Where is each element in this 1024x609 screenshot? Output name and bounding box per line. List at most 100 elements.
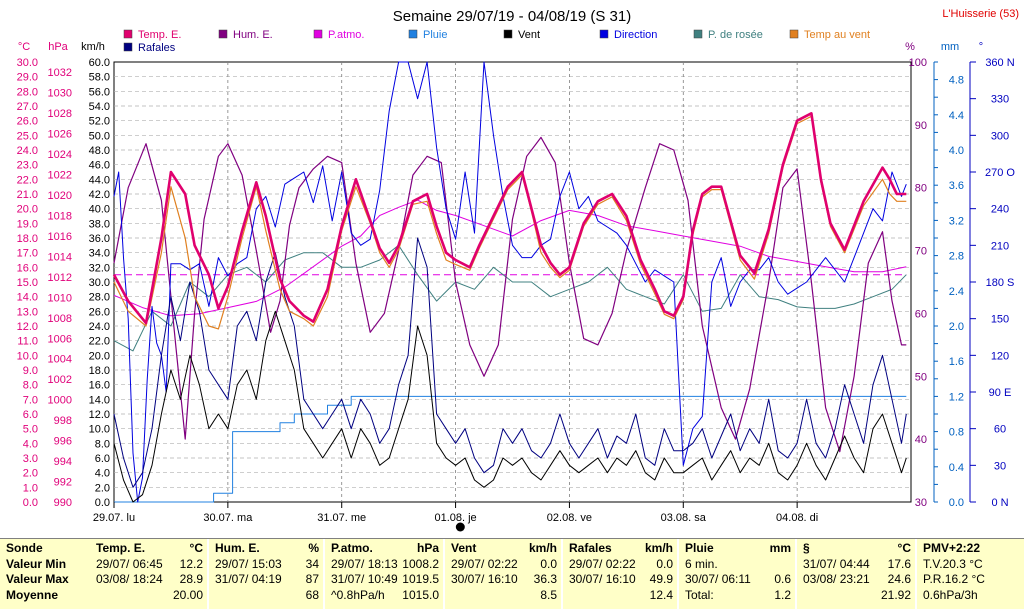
stats-cell-value: 21.92 [880, 587, 911, 602]
rain-tick-label: 0.8 [949, 427, 964, 439]
stats-col-header: PMV+2:22 [923, 541, 1020, 557]
pressure-tick-label: 1012 [48, 272, 72, 284]
rain-tick-label: 1.2 [949, 391, 964, 403]
direction-tick-label: 60 [994, 424, 1006, 436]
series-line-rafales [113, 237, 907, 488]
stats-cell-value: 1.2 [774, 587, 791, 602]
stats-cell-value: 1019.5 [402, 572, 439, 586]
stats-col-title: P.atmo. [331, 541, 373, 555]
x-tick-label: 03.08. sa [661, 512, 707, 524]
legend-swatch [503, 29, 513, 39]
pressure-tick-label: 1006 [48, 333, 72, 345]
wind-tick-label: 24.0 [89, 321, 110, 333]
direction-tick-label: 90 E [989, 387, 1012, 399]
legend-label: Temp. E. [138, 29, 181, 41]
temp-tick-label: 4.0 [23, 438, 38, 450]
stats-cell-value: 0.0 [656, 556, 673, 571]
temp-tick-label: 12.0 [17, 321, 38, 333]
direction-tick-label: 240 [991, 204, 1009, 216]
stats-col-header: Vent km/h [451, 541, 557, 557]
temp-tick-label: 17.0 [17, 248, 38, 260]
pressure-tick-label: 1032 [48, 67, 72, 79]
stats-row: 03/08/ 23:21 24.6 [803, 572, 911, 588]
wind-tick-label: 6.0 [95, 453, 110, 465]
temp-tick-label: 19.0 [17, 218, 38, 230]
legend: Temp. E. Hum. E. P.atmo. Pluie Vent Direction… [123, 29, 870, 54]
stats-cell-time: 30/07/ 16:10 [451, 572, 518, 586]
temp-tick-label: 20.0 [17, 204, 38, 216]
stats-cell-time: 29/07/ 18:13 [331, 556, 398, 571]
stats-row: 29/07/ 02:22 0.0 [451, 557, 557, 573]
stats-col: § °C 31/07/ 04:44 17.6 03/08/ 23:21 24.6 21.92 [795, 539, 915, 609]
temp-tick-label: 27.0 [17, 101, 38, 113]
legend-label: Hum. E. [233, 29, 273, 41]
temp-unit-label: °C [18, 41, 30, 53]
stats-cell-value: 68 [305, 587, 319, 602]
series-group [112, 61, 907, 503]
wind-tick-label: 22.0 [89, 336, 110, 348]
direction-tick-label: 330 [991, 94, 1009, 106]
direction-tick-label: 150 [991, 314, 1009, 326]
stats-col: Temp. E. °C 29/07/ 06:45 12.2 03/08/ 18:24 28… [90, 539, 207, 609]
x-tick-label: 31.07. me [317, 512, 366, 524]
legend-swatch [123, 42, 133, 52]
stats-row: 31/07/ 04:44 17.6 [803, 557, 911, 573]
direction-tick-label: 180 S [986, 277, 1015, 289]
x-tick-label: 01.08. je [434, 512, 476, 524]
stats-row: 29/07/ 18:13 1008.2 [331, 557, 439, 573]
stats-col-unit: °C [897, 541, 911, 555]
stats-col: Vent km/h 29/07/ 02:22 0.0 30/07/ 16:10 36.3 8… [443, 539, 561, 609]
wind-tick-label: 38.0 [89, 218, 110, 230]
stats-label-mean: Moyenne [6, 587, 59, 602]
legend-label: Rafales [138, 42, 176, 54]
stats-cell-time: 0.6hPa/3h [923, 587, 978, 602]
rain-unit-label: mm [941, 41, 959, 53]
stats-col-unit: °C [189, 541, 203, 555]
stats-col: P.atmo. hPa 29/07/ 18:13 1008.2 31/07/ 10:49… [323, 539, 443, 609]
humidity-tick-label: 50 [915, 371, 927, 383]
stats-row: 21.92 [803, 588, 911, 604]
stats-row: 12.4 [569, 588, 673, 604]
series-line-vent [113, 310, 907, 503]
wind-tick-label: 60.0 [89, 57, 110, 69]
stats-col-title: § [803, 541, 810, 555]
stats-row: 8.5 [451, 588, 557, 604]
stats-col-unit: km/h [644, 541, 673, 555]
temp-tick-label: 0.0 [23, 497, 38, 509]
pressure-tick-label: 994 [54, 456, 72, 468]
rain-tick-label: 0.0 [949, 497, 964, 509]
pressure-tick-label: 1020 [48, 190, 72, 202]
stats-label-max: Valeur Max [6, 572, 69, 586]
stats-row: 29/07/ 15:03 34 [215, 557, 319, 573]
pressure-tick-label: 1022 [48, 170, 72, 182]
rain-tick-label: 4.4 [949, 110, 964, 122]
stats-row: T.V.20.3 °C [923, 557, 1020, 573]
stats-row: 29/07/ 02:22 0.0 [569, 557, 673, 573]
temp-tick-label: 9.0 [23, 365, 38, 377]
humidity-tick-label: 30 [915, 497, 927, 509]
legend-label: P.atmo. [328, 29, 365, 41]
pressure-tick-label: 1014 [48, 251, 72, 263]
stats-cell-value: 36.3 [533, 572, 557, 586]
series-line-direction [113, 61, 907, 503]
legend-swatch [789, 29, 799, 39]
stats-cell-value: 1015.0 [402, 587, 439, 602]
stats-cell-time: 29/07/ 15:03 [215, 556, 282, 571]
x-tick-label: 30.07. ma [203, 512, 253, 524]
stats-cell-time: 29/07/ 02:22 [569, 556, 636, 571]
pressure-tick-label: 990 [54, 497, 72, 509]
temp-tick-label: 23.0 [17, 160, 38, 172]
wind-tick-label: 4.0 [95, 468, 110, 480]
temp-tick-label: 6.0 [23, 409, 38, 421]
pressure-tick-label: 1024 [48, 149, 72, 161]
stats-cell-value: 24.6 [887, 572, 911, 586]
direction-tick-label: 30 [994, 460, 1006, 472]
stats-col-title: Pluie [685, 541, 714, 555]
wind-tick-label: 20.0 [89, 350, 110, 362]
legend-label: Pluie [423, 29, 447, 41]
temp-tick-label: 28.0 [17, 86, 38, 98]
rain-tick-label: 1.6 [949, 356, 964, 368]
stats-cell-time: ^0.8hPa/h [331, 587, 385, 602]
rain-tick-label: 3.6 [949, 180, 964, 192]
pressure-tick-label: 1018 [48, 210, 72, 222]
